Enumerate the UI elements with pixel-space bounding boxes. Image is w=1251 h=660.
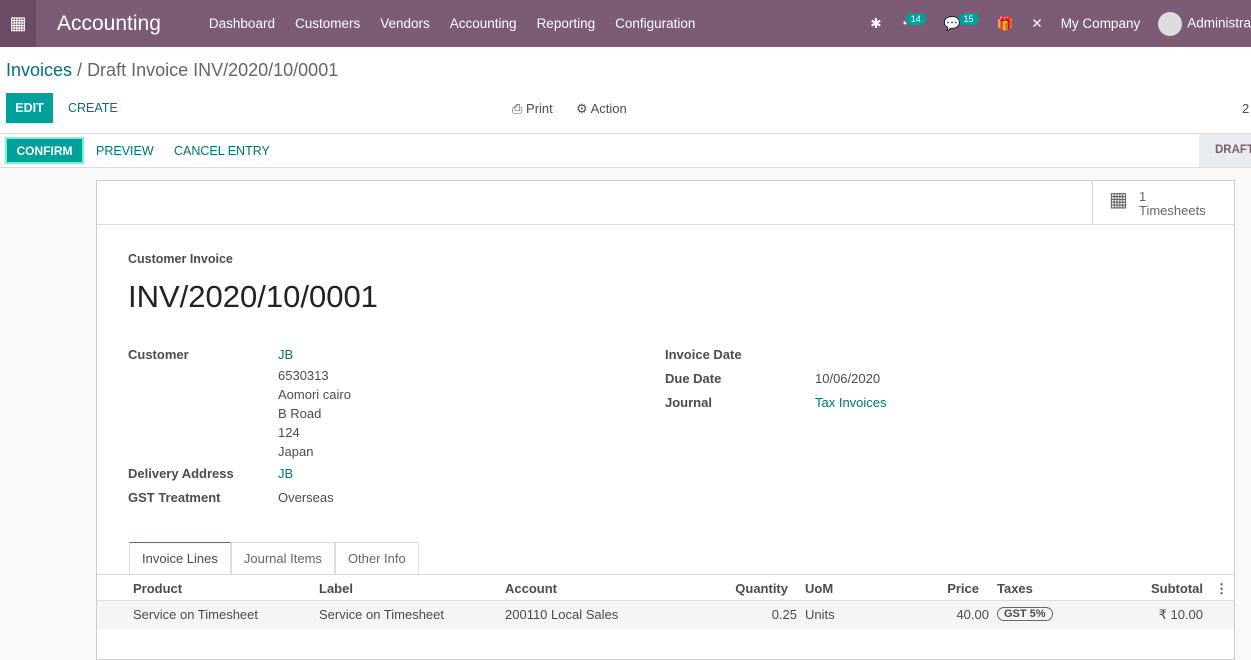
customer-address: 6530313 Aomori cairo B Road 124 Japan	[278, 366, 351, 461]
col-subtotal[interactable]: Subtotal	[1151, 581, 1203, 596]
menu-accounting[interactable]: Accounting	[449, 16, 517, 31]
col-taxes[interactable]: Taxes	[997, 581, 1033, 596]
cancel-entry-button[interactable]: CANCEL ENTRY	[174, 144, 270, 158]
app-title: Accounting	[57, 11, 161, 35]
button-box: ▦ 1 Timesheets	[97, 181, 1234, 225]
journal-link[interactable]: Tax Invoices	[815, 395, 887, 410]
col-product[interactable]: Product	[133, 581, 183, 596]
breadcrumb: Invoices / Draft Invoice INV/2020/10/000…	[6, 60, 339, 80]
col-price[interactable]: Price	[947, 581, 979, 596]
invoice-form-sheet: ▦ 1 Timesheets Customer Invoice INV/2020…	[96, 180, 1235, 660]
delivery-label: Delivery Address	[128, 466, 234, 481]
gst-label: GST Treatment	[128, 490, 221, 505]
invoice-number: INV/2020/10/0001	[128, 279, 378, 314]
cell-product: Service on Timesheet	[133, 607, 259, 622]
address-line: Aomori cairo	[278, 387, 351, 402]
cell-label: Service on Timesheet	[319, 607, 445, 622]
optional-columns-icon[interactable]: ⋮	[1215, 581, 1228, 596]
tab-other-info[interactable]: Other Info	[334, 542, 419, 574]
address-line: 6530313	[278, 368, 329, 383]
tab-journal-items[interactable]: Journal Items	[230, 542, 335, 574]
notebook-tabs: Invoice Lines Journal Items Other Info	[129, 542, 419, 574]
menu-configuration[interactable]: Configuration	[615, 16, 696, 31]
edit-button[interactable]: EDIT	[6, 93, 53, 123]
action-label: Action	[590, 101, 627, 116]
messages-badge: 15	[958, 12, 979, 25]
control-panel: Invoices / Draft Invoice INV/2020/10/000…	[0, 47, 1251, 133]
timesheets-label: Timesheets	[1139, 203, 1206, 218]
tab-invoice-lines[interactable]: Invoice Lines	[129, 542, 231, 574]
timesheets-smart-button[interactable]: ▦ 1 Timesheets	[1092, 181, 1234, 225]
menu-reporting[interactable]: Reporting	[536, 16, 596, 31]
col-quantity[interactable]: Quantity	[735, 581, 788, 596]
activities-badge: 14	[905, 13, 926, 25]
journal-label: Journal	[665, 395, 712, 410]
cell-uom: Units	[805, 607, 835, 622]
status-bar: CONFIRM PREVIEW CANCEL ENTRY DRAFT	[0, 133, 1251, 168]
col-label[interactable]: Label	[319, 581, 353, 596]
create-button[interactable]: CREATE	[68, 101, 118, 115]
customer-label: Customer	[128, 347, 189, 362]
breadcrumb-invoices[interactable]: Invoices	[6, 60, 73, 80]
table-header: Product Label Account Quantity UoM Price…	[97, 574, 1234, 601]
cell-subtotal: ₹ 10.00	[1158, 607, 1203, 622]
print-button[interactable]: ⎙ Print	[512, 101, 553, 117]
address-line: B Road	[278, 406, 322, 421]
tools-icon[interactable]: ✕	[1031, 15, 1043, 31]
cell-quantity: 0.25	[771, 607, 797, 622]
avatar	[1158, 11, 1183, 36]
apps-menu-icon[interactable]: ▦	[0, 0, 36, 47]
table-row[interactable]: Service on Timesheet Service on Timeshee…	[97, 601, 1234, 629]
invoice-date-label: Invoice Date	[665, 347, 742, 362]
timesheets-count: 1	[1139, 189, 1147, 204]
pager[interactable]: 2	[1242, 101, 1250, 116]
customer-link[interactable]: JB	[278, 347, 294, 362]
gst-value: Overseas	[278, 490, 334, 505]
company-switcher[interactable]: My Company	[1060, 16, 1141, 31]
status-draft: DRAFT	[1199, 134, 1251, 167]
print-label: Print	[526, 101, 553, 116]
clock-icon: ◔	[899, 16, 908, 31]
messages-button[interactable]: 💬 15	[943, 12, 979, 32]
top-navbar: ▦ Accounting Dashboard Customers Vendors…	[0, 0, 1251, 47]
chat-icon: 💬	[943, 15, 961, 31]
due-date-value: 10/06/2020	[815, 371, 881, 386]
address-line: 124	[278, 425, 300, 440]
calendar-icon: ▦	[1109, 189, 1128, 211]
preview-button[interactable]: PREVIEW	[96, 144, 154, 158]
user-menu[interactable]: Administra	[1158, 11, 1251, 36]
delivery-link[interactable]: JB	[278, 466, 294, 481]
col-uom[interactable]: UoM	[805, 581, 834, 596]
print-icon: ⎙	[512, 101, 523, 116]
confirm-button[interactable]: CONFIRM	[5, 137, 84, 164]
cell-account: 200110 Local Sales	[505, 607, 619, 622]
gear-icon: ⚙	[576, 101, 588, 116]
invoice-type: Customer Invoice	[128, 252, 233, 266]
cell-price: 40.00	[956, 607, 989, 622]
tax-badge: GST 5%	[997, 607, 1053, 621]
address-line: Japan	[278, 444, 314, 459]
menu-customers[interactable]: Customers	[294, 16, 361, 31]
user-name: Administra	[1187, 15, 1251, 31]
debug-bug-icon[interactable]: ✱	[870, 15, 882, 31]
activities-button[interactable]: ◔ 14	[899, 13, 926, 31]
due-date-label: Due Date	[665, 371, 722, 386]
action-button[interactable]: ⚙ Action	[576, 101, 627, 117]
gift-icon[interactable]: 🎁	[996, 15, 1014, 31]
col-account[interactable]: Account	[505, 581, 557, 596]
menu-vendors[interactable]: Vendors	[380, 16, 430, 31]
menu-dashboard[interactable]: Dashboard	[208, 16, 275, 31]
breadcrumb-current: Draft Invoice INV/2020/10/0001	[87, 60, 339, 80]
